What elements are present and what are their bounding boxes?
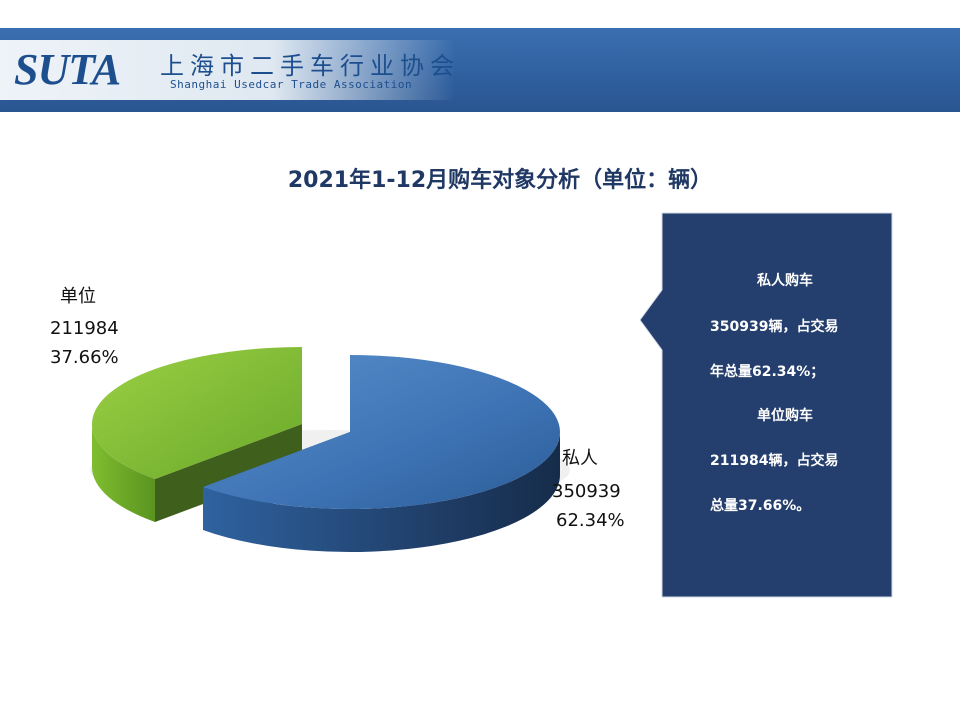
slice-label-private-name: 私人 bbox=[562, 448, 598, 469]
slice-private-side bbox=[202, 432, 560, 552]
chart-title: 2021年1-12月购车对象分析（单位：辆） bbox=[287, 168, 713, 193]
callout-background bbox=[639, 212, 893, 598]
slice-label-private-percent: 62.34% bbox=[556, 510, 625, 531]
slice-label-unit-name: 单位 bbox=[60, 286, 96, 307]
pie-slices bbox=[92, 346, 560, 552]
callout-line: 年总量62.34%； bbox=[710, 363, 824, 380]
callout-line: 单位购车 bbox=[757, 407, 813, 424]
slice-label-private-value: 350939 bbox=[552, 481, 621, 502]
slice-unit-cut-wall bbox=[154, 424, 302, 522]
callout-box: 私人购车 350939辆，占交易 年总量62.34%； 单位购车 211984辆… bbox=[639, 212, 893, 598]
callout-line: 350939辆，占交易 bbox=[710, 318, 838, 335]
callout-line: 总量37.66%。 bbox=[710, 497, 810, 514]
slice-private bbox=[202, 354, 560, 509]
logo bbox=[0, 40, 455, 100]
slice-label-unit-value: 211984 bbox=[50, 318, 119, 339]
logo-chinese-name: 上海市二手车行业协会 bbox=[160, 52, 460, 80]
slice-label-unit-percent: 37.66% bbox=[50, 347, 119, 368]
slice-unit-side bbox=[92, 424, 155, 522]
logo-mark: SUTA bbox=[14, 45, 121, 94]
callout-line: 私人购车 bbox=[757, 272, 813, 289]
callout-line: 211984辆，占交易 bbox=[710, 452, 838, 469]
slice-unit bbox=[92, 346, 302, 479]
logo-english-name: Shanghai Usedcar Trade Association bbox=[170, 78, 413, 91]
